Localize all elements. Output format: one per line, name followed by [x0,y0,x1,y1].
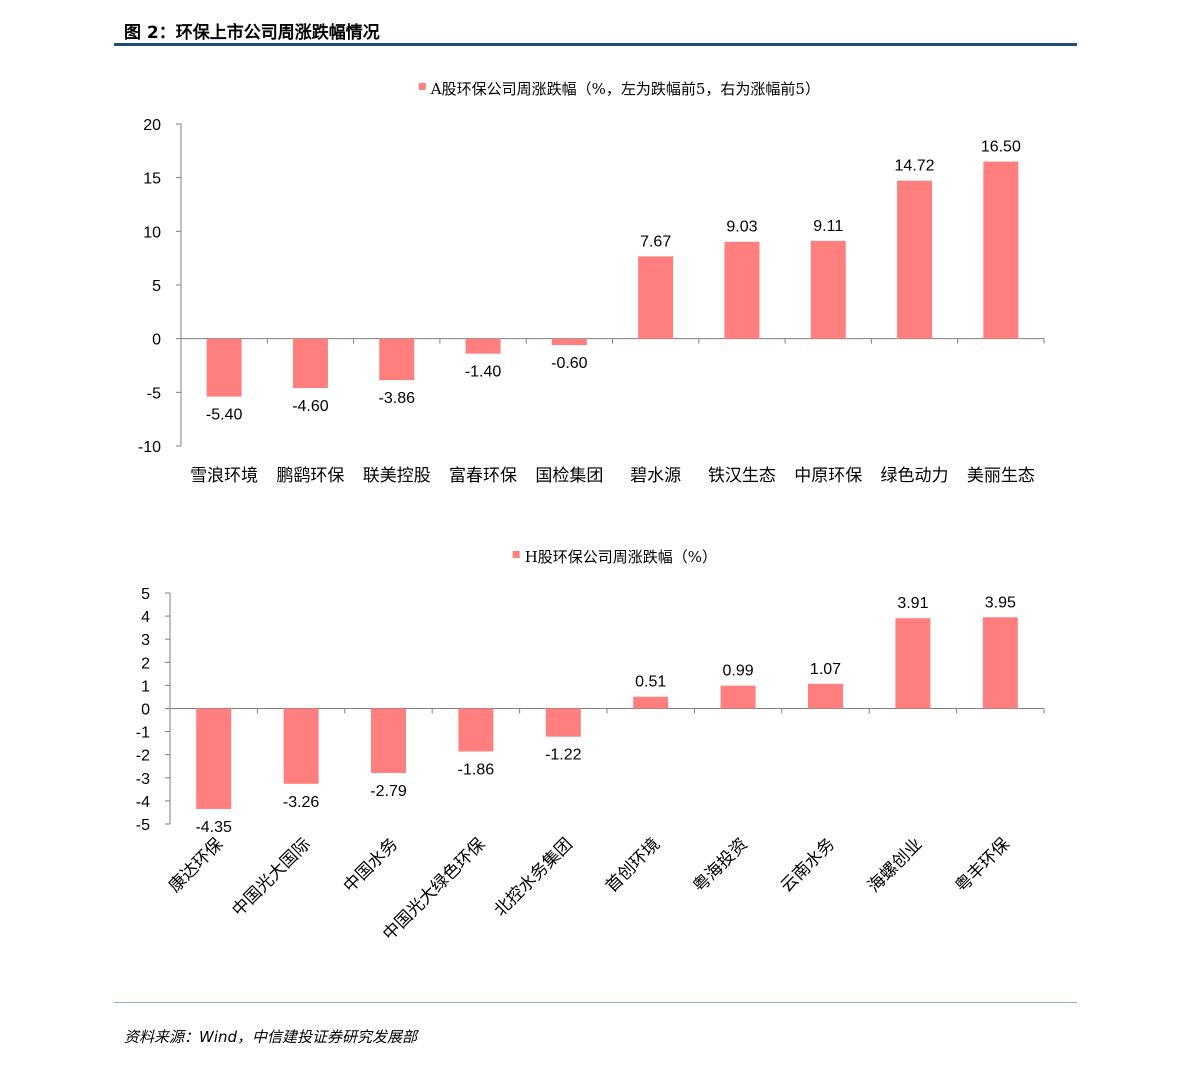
data-label: 3.91 [897,595,928,612]
data-label: -2.79 [370,783,407,800]
data-label: -4.60 [292,398,329,415]
data-label: 3.95 [985,594,1016,611]
legend-swatch [512,551,520,558]
bar [982,617,1018,709]
data-label: -3.26 [283,794,320,811]
bar [983,161,1019,339]
category-label: 中原环保 [794,466,862,486]
y-tick-label: -4 [136,794,150,811]
data-label: -1.22 [545,747,582,764]
chart-a-share: A股环保公司周涨跌幅（%，左为跌幅前5，右为涨幅前5） -10 -5 0 5 10 15 20… [138,80,1045,486]
y-tick-label: 0 [141,702,150,719]
y-tick-label: 3 [141,632,150,649]
legend-label: A股环保公司周涨跌幅（%，左为跌幅前5，右为涨幅前5） [430,80,820,98]
data-label: -1.40 [465,364,502,381]
bar [724,241,760,339]
bar [808,683,843,709]
y-tick-label: -5 [147,385,161,402]
category-label: 碧水源 [630,466,681,486]
category-label: 铁汉生态 [708,466,776,486]
y-tick-label: -10 [138,439,161,456]
bar [196,708,232,809]
bar [633,696,669,709]
bar [458,708,494,752]
figure-title: 图 2：环保上市公司周涨跌幅情况 [124,23,380,43]
data-label: 9.03 [726,219,757,236]
y-tick-label: -1 [136,725,150,742]
data-label: -0.60 [551,355,588,372]
bar [206,338,242,397]
category-label: 鹏鹞环保 [276,466,344,486]
category-label: 海螺创业 [864,834,926,896]
y-tick-label: -5 [136,817,150,834]
y-tick-label: -2 [136,748,150,765]
category-label: 粤丰环保 [952,834,1014,896]
footer-rule [114,1002,1077,1003]
data-label: 7.67 [640,233,671,250]
legend-swatch [418,83,426,90]
category-label: 国检集团 [535,466,603,486]
source-note: 资料来源：Wind，中信建投证券研究发展部 [124,1028,418,1046]
data-label: 0.99 [723,663,754,680]
y-tick-label: 10 [143,224,161,241]
data-label: 16.50 [981,139,1021,156]
bar [895,618,931,709]
y-tick-label: 15 [143,171,161,188]
legend-label: H股环保公司周涨跌幅（%） [525,548,717,566]
y-tick-label: 20 [143,117,161,134]
bar [371,708,406,773]
y-tick-label: -3 [136,771,150,788]
bar [292,338,328,389]
category-label: 粤海投资 [689,834,751,896]
bar [283,708,319,784]
category-label: 绿色动力 [881,466,949,486]
category-label: 中国光大国际 [228,834,314,920]
bar [545,708,581,737]
bar [551,338,587,346]
category-label: 富春环保 [449,466,517,486]
bar [810,240,846,339]
data-label: 14.72 [895,158,935,175]
data-label: -3.86 [379,390,416,407]
category-label: 联美控股 [363,466,431,486]
data-label: 9.11 [813,218,843,235]
category-label: 云南水务 [777,834,839,896]
title-rule [114,43,1077,46]
data-label: -1.86 [458,761,495,778]
y-tick-label: 0 [152,332,161,349]
data-label: -5.40 [206,407,243,424]
category-label: 美丽生态 [967,466,1035,486]
category-label: 中国水务 [340,834,402,896]
bar [720,685,756,709]
category-label: 康达环保 [165,834,227,896]
category-label: 首创环境 [602,834,664,896]
bar [379,338,415,381]
data-label: 1.07 [810,661,841,678]
y-tick-label: 1 [141,678,150,695]
data-label: -4.35 [195,819,232,836]
bar [638,256,674,339]
y-tick-label: 2 [141,655,150,672]
y-tick-label: 4 [141,609,150,626]
category-label: 北控水务集团 [491,834,577,920]
charts-canvas: A股环保公司周涨跌幅（%，左为跌幅前5，右为涨幅前5）-10-505101520… [136,80,1045,945]
data-label: 0.51 [635,674,666,691]
bar [897,180,933,339]
bar [465,338,501,354]
y-tick-label: 5 [141,586,150,603]
y-tick-label: 5 [152,278,161,295]
category-label: 雪浪环境 [190,466,258,486]
